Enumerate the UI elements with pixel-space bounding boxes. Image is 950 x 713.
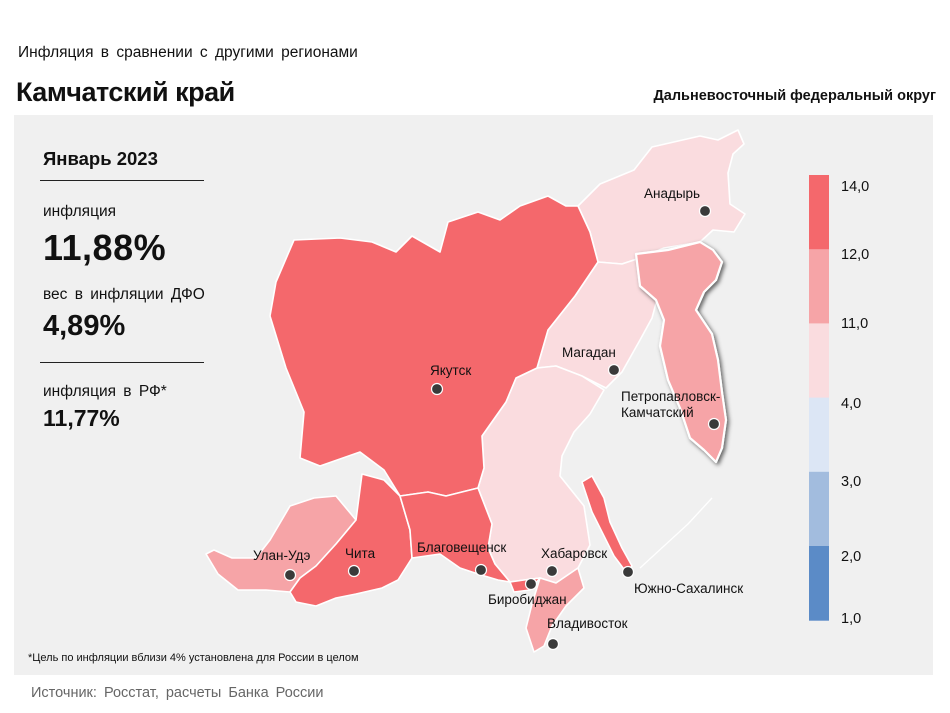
- region-sakhalin: [581, 475, 633, 573]
- legend-tick-4: 3,0: [841, 474, 861, 490]
- city-label-anadyr: Анадырь: [644, 186, 700, 201]
- legend-tick-1: 12,0: [841, 247, 869, 263]
- legend-swatch-4: [809, 471, 829, 547]
- legend-tick-5: 2,0: [841, 549, 861, 565]
- region-kamchatka: [634, 240, 728, 464]
- source-note: Источник: Росстат, расчеты Банка России: [31, 685, 324, 701]
- city-label-petropavlovsk: Петропавловск-Камчатский: [621, 389, 720, 420]
- legend-tick-6: 1,0: [841, 611, 861, 627]
- city-label-yuzhno-sakhalinsk: Южно-Сахалинск: [634, 581, 743, 596]
- city-dot-ulan-ude: [283, 568, 297, 582]
- region-kuril-islands: [639, 497, 713, 569]
- city-dot-petropavlovsk: [707, 417, 721, 431]
- divider-bottom: [40, 362, 204, 363]
- city-label-ulan-ude: Улан-Удэ: [253, 548, 311, 563]
- region-primorye: [525, 567, 585, 653]
- city-label-magadan: Магадан: [562, 345, 616, 360]
- city-dot-vladivostok: [546, 637, 560, 651]
- city-dot-birobidzhan: [524, 577, 538, 591]
- city-dot-chita: [347, 564, 361, 578]
- city-dot-magadan: [607, 363, 621, 377]
- legend-swatch-0: [809, 175, 829, 250]
- region-title: Камчатский край: [16, 77, 235, 107]
- legend-swatch-1: [809, 249, 829, 324]
- legend-tick-2: 11,0: [841, 316, 868, 332]
- color-legend: 14,0 12,0 11,0 4,0 3,0 2,0 1,0: [809, 175, 869, 627]
- inflation-label: инфляция: [43, 203, 116, 220]
- chart-subtitle: Инфляция в сравнении с другими регионами: [18, 44, 358, 61]
- rf-inflation-label: инфляция в РФ*: [43, 383, 167, 400]
- region-zabaykalsky: [289, 473, 413, 607]
- inflation-value: 11,88%: [43, 227, 167, 268]
- legend-tick-3: 4,0: [841, 396, 861, 412]
- legend-swatch-5: [809, 546, 829, 621]
- legend-swatch-3: [809, 397, 829, 473]
- city-label-birobidzhan: Биробиджан: [488, 592, 567, 607]
- legend-tick-0: 14,0: [841, 179, 869, 195]
- city-dot-blagoveshchensk: [474, 563, 488, 577]
- city-label-blagoveshchensk: Благовещенск: [417, 540, 506, 555]
- footnote: *Цель по инфляции вблизи 4% установлена …: [28, 652, 359, 664]
- city-dot-yakutsk: [430, 382, 444, 396]
- city-dot-yuzhno-sakhalinsk: [621, 565, 635, 579]
- city-markers: [283, 204, 721, 651]
- weight-value: 4,89%: [43, 310, 126, 342]
- weight-label: вес в инфляции ДФО: [43, 286, 205, 303]
- district-name: Дальневосточный федеральный округ: [653, 88, 936, 104]
- city-dot-anadyr: [698, 204, 712, 218]
- city-label-chita: Чита: [345, 546, 376, 561]
- city-dot-khabarovsk: [545, 564, 559, 578]
- period-label: Январь 2023: [43, 148, 158, 169]
- city-label-yakutsk: Якутск: [430, 363, 471, 378]
- city-label-vladivostok: Владивосток: [547, 616, 628, 631]
- city-label-khabarovsk: Хабаровск: [541, 546, 607, 561]
- region-yakutia: [269, 195, 599, 497]
- legend-swatch-2: [809, 323, 829, 399]
- rf-inflation-value: 11,77%: [43, 405, 120, 431]
- divider-top: [40, 180, 204, 181]
